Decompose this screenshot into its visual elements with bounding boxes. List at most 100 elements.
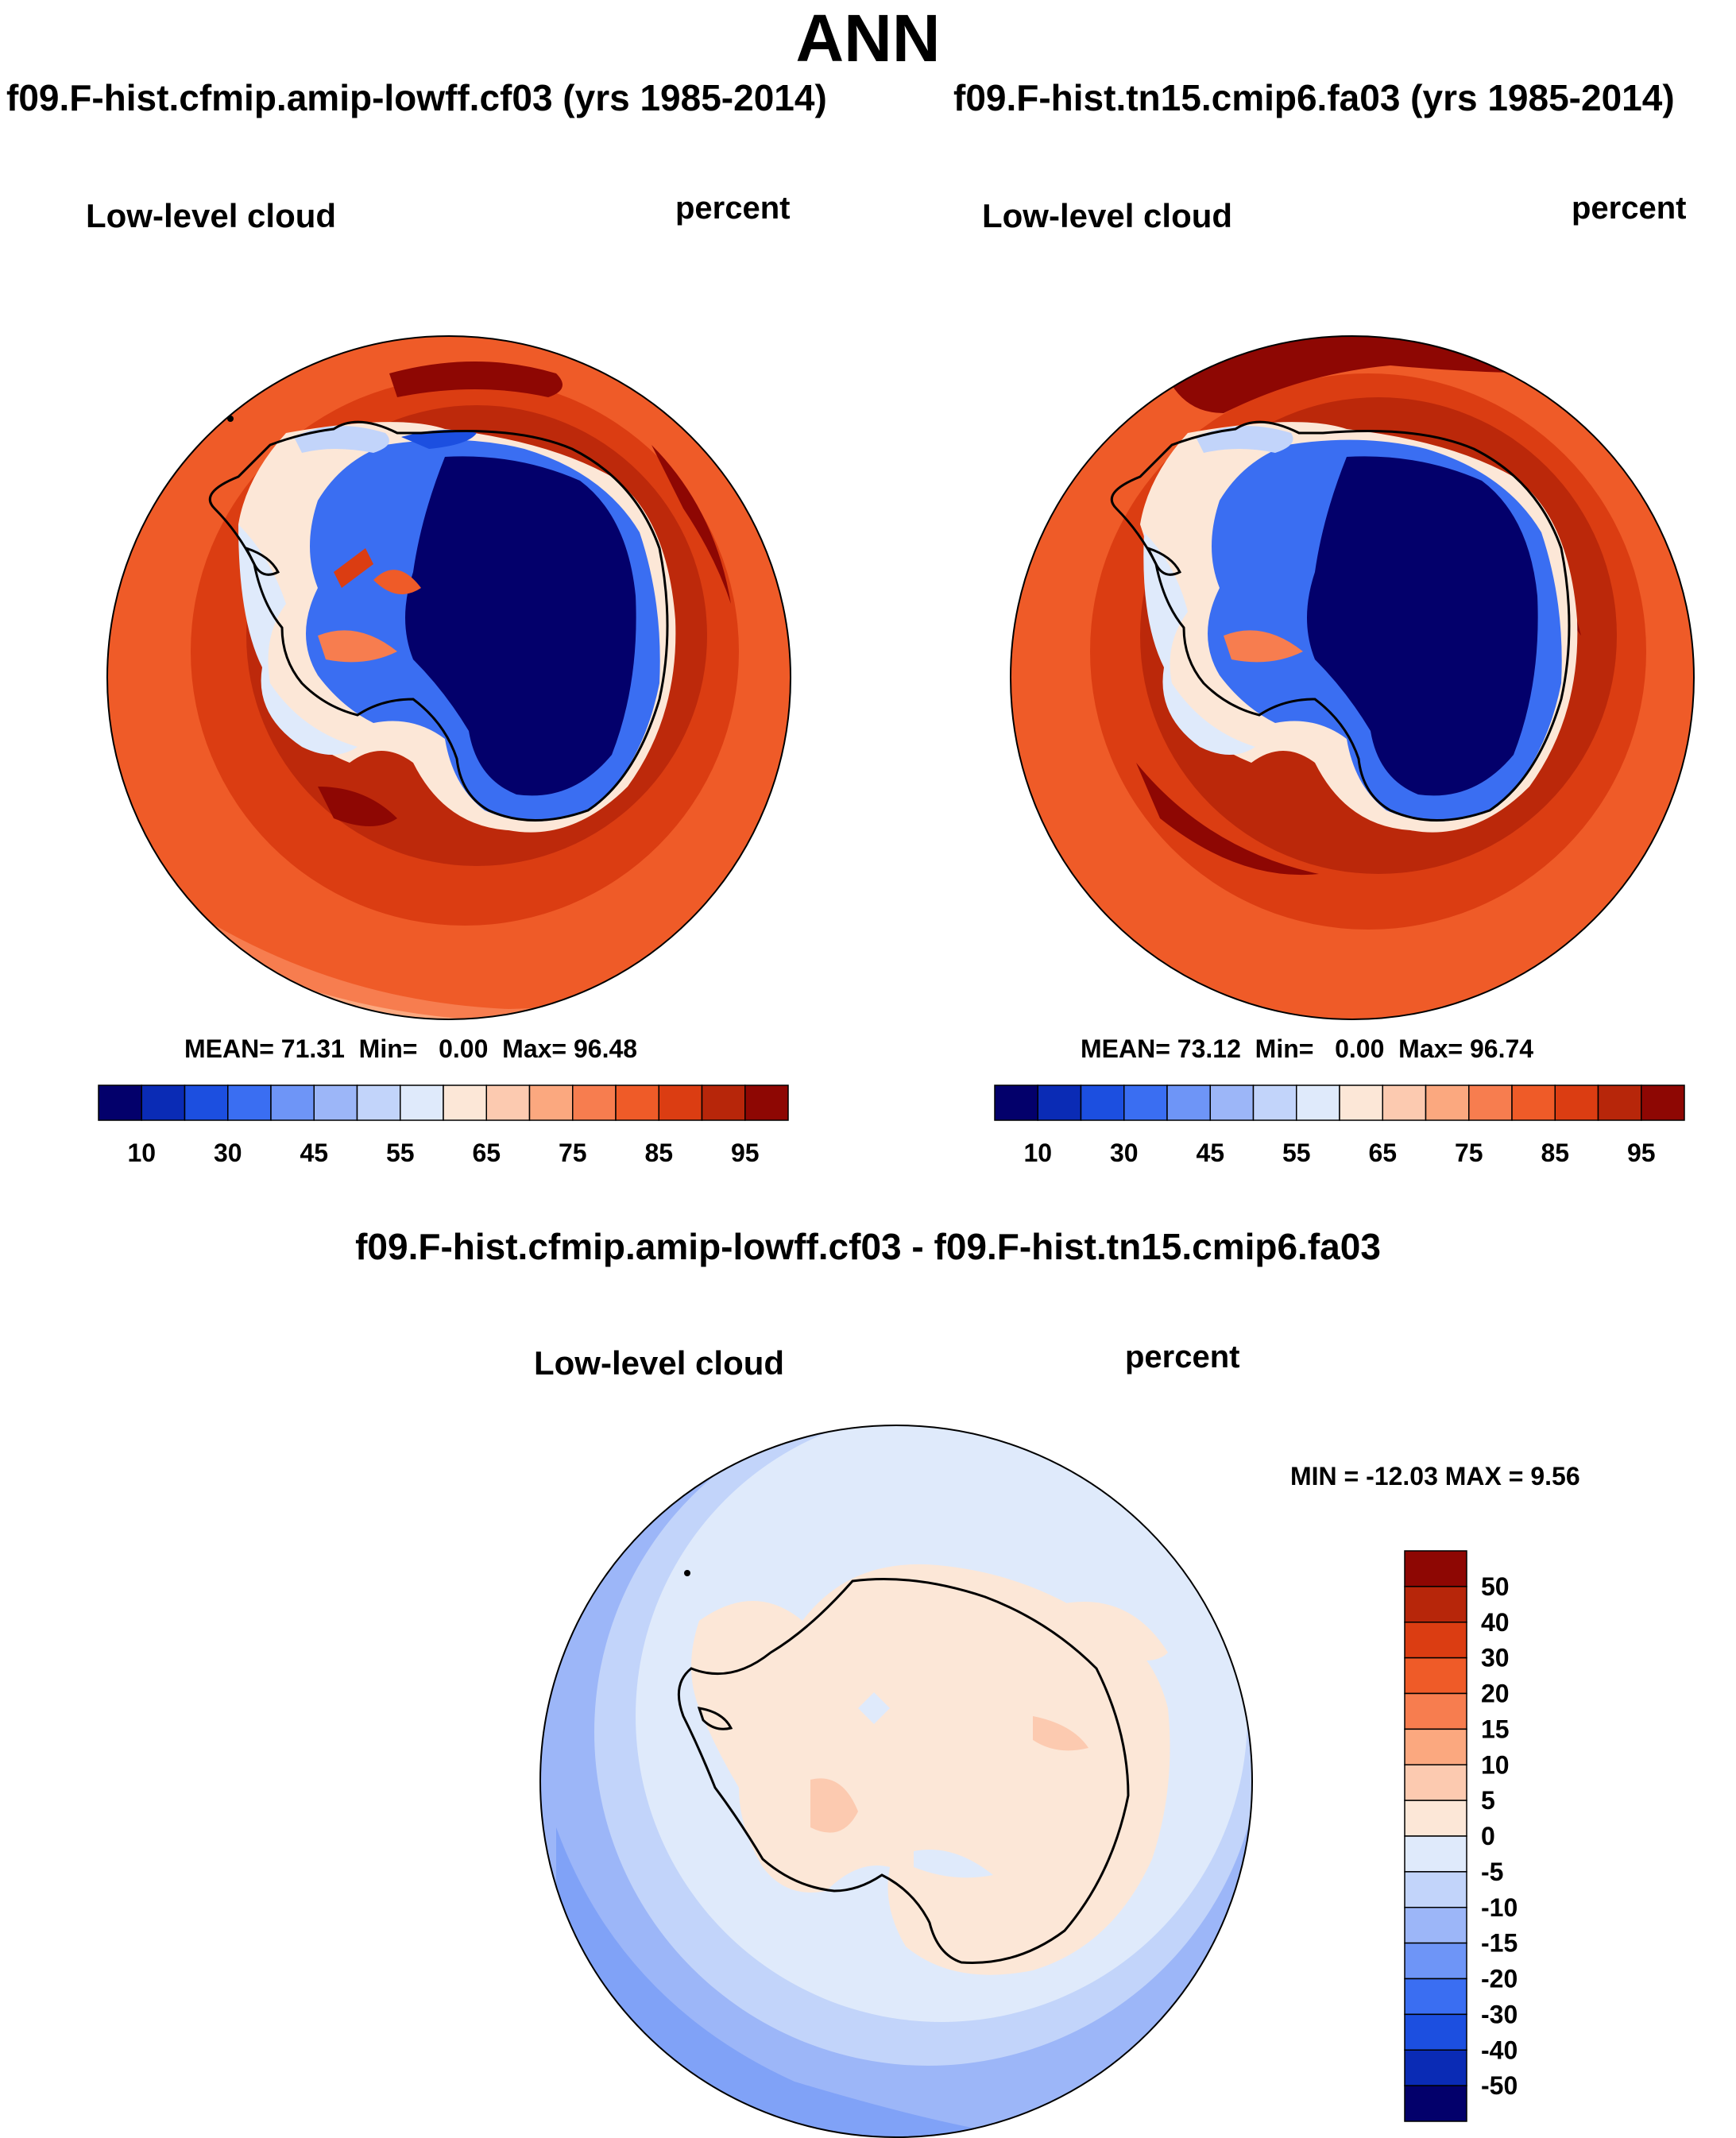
panel-1-field-label: Low-level cloud <box>86 197 337 234</box>
colorbar-swatch <box>1404 1978 1467 2016</box>
colorbar-swatch <box>1296 1084 1340 1121</box>
mean-label: MEAN= <box>1081 1034 1170 1063</box>
colorbar-tick-label: 85 <box>644 1139 673 1167</box>
antarctica-plateau <box>405 456 636 796</box>
colorbar-tick-label: 95 <box>1627 1139 1656 1167</box>
panel-1-units-label: percent <box>675 191 791 226</box>
panel-1-globe-outline <box>106 335 791 1020</box>
antarctica-plateau <box>1307 456 1538 796</box>
diff-globe-outline <box>539 1425 1253 2138</box>
colorbar-tick-label: 30 <box>1481 1644 1510 1672</box>
colorbar-tick-label: 40 <box>1481 1608 1510 1637</box>
colorbar-swatch <box>615 1084 659 1121</box>
max-value: 96.48 <box>574 1034 638 1063</box>
colorbar-swatch <box>1404 1764 1467 1801</box>
colorbar-swatch <box>1641 1084 1685 1121</box>
colorbar-swatch <box>572 1084 617 1121</box>
colorbar-swatch <box>1404 2085 1467 2122</box>
colorbar-swatch <box>227 1084 272 1121</box>
colorbar-swatch <box>1404 1800 1467 1837</box>
colorbar-swatch <box>744 1084 789 1121</box>
colorbar-swatch <box>658 1084 703 1121</box>
min-value: 0.00 <box>439 1034 489 1063</box>
colorbar-swatch <box>1209 1084 1255 1121</box>
colorbar-swatch <box>701 1084 746 1121</box>
colorbar-swatch <box>1425 1084 1470 1121</box>
colorbar-swatch <box>1404 1942 1467 1980</box>
antarctica-coastline <box>1110 420 1571 822</box>
colorbar-tick-label: 55 <box>386 1139 415 1167</box>
max-label: Max= <box>1398 1034 1463 1063</box>
panel-2-map <box>1011 336 1694 1019</box>
diff-minmax: MIN = -12.03 MAX = 9.56 <box>1290 1462 1580 1490</box>
colorbar-tick-label: 30 <box>1110 1139 1139 1167</box>
colorbar-swatch <box>141 1084 186 1121</box>
colorbar-swatch <box>1404 1550 1467 1587</box>
colorbar-tick-label: 75 <box>1455 1139 1483 1167</box>
colorbar-swatch <box>356 1084 401 1121</box>
panel-2-stats: MEAN= 73.12 Min= 0.00 Max= 96.74 <box>1081 1034 1533 1064</box>
colorbar-tick-label: 65 <box>472 1139 501 1167</box>
colorbar-swatch <box>313 1084 358 1121</box>
colorbar-swatch <box>1404 1692 1467 1730</box>
colorbar-tick-label: -5 <box>1481 1858 1503 1886</box>
colorbar-tick-label: 95 <box>731 1139 760 1167</box>
diff-units-label: percent <box>1125 1340 1240 1374</box>
colorbar-tick-label: 75 <box>559 1139 587 1167</box>
colorbar-swatch <box>1252 1084 1297 1121</box>
colorbar-tick-label: 45 <box>300 1139 328 1167</box>
colorbar-tick-label: 45 <box>1196 1139 1224 1167</box>
colorbar-swatch <box>1404 1871 1467 1908</box>
mean-label: MEAN= <box>184 1034 274 1063</box>
colorbar-swatch <box>184 1084 229 1121</box>
mean-value: 71.31 <box>280 1034 345 1063</box>
colorbar-swatch <box>1080 1084 1125 1121</box>
max-label: Max= <box>502 1034 567 1063</box>
colorbar-swatch <box>1468 1084 1513 1121</box>
colorbar-tick-label: 10 <box>1023 1139 1052 1167</box>
colorbar-swatch <box>1404 1586 1467 1623</box>
colorbar-swatch <box>270 1084 315 1121</box>
colorbar-tick-label: -20 <box>1481 1965 1518 1993</box>
panel-2-units-label: percent <box>1572 191 1687 226</box>
colorbar-swatch <box>1339 1084 1383 1121</box>
figure-title: ANN <box>795 1 941 75</box>
colorbar-tick-label: -15 <box>1481 1929 1518 1958</box>
colorbar-tick-label: 20 <box>1481 1680 1510 1708</box>
diff-panel-title: f09.F-hist.cfmip.amip-lowff.cf03 - f09.F… <box>355 1226 1381 1267</box>
mean-value: 73.12 <box>1177 1034 1241 1063</box>
min-label: Min= <box>1255 1034 1314 1063</box>
min-label: Min= <box>358 1034 418 1063</box>
colorbar-tick-label: -10 <box>1481 1893 1518 1922</box>
colorbar-swatch <box>400 1084 444 1121</box>
colorbar-tick-label: 10 <box>1481 1750 1510 1779</box>
colorbar-swatch <box>994 1084 1038 1121</box>
colorbar-swatch <box>1123 1084 1168 1121</box>
colorbar-swatch <box>1404 1622 1467 1659</box>
panel-2-colorbar: 10 30 45 55 65 75 85 95 <box>994 1084 1685 1167</box>
colorbar-swatch <box>1404 2049 1467 2086</box>
colorbar-tick-label: 0 <box>1481 1822 1495 1850</box>
colorbar-tick-label: -50 <box>1481 2071 1518 2100</box>
colorbar-swatch <box>1404 2013 1467 2051</box>
diff-field-label: Low-level cloud <box>534 1344 785 1382</box>
colorbar-swatch <box>1382 1084 1427 1121</box>
panel-1-map <box>107 336 791 1019</box>
antarctica-coastline <box>208 420 669 822</box>
colorbar-swatch <box>1037 1084 1082 1121</box>
colorbar-tick-label: -30 <box>1481 2000 1518 2028</box>
colorbar-tick-label: 65 <box>1368 1139 1397 1167</box>
diff-map <box>540 1425 1252 2137</box>
colorbar-swatch <box>443 1084 487 1121</box>
colorbar-tick-label: 50 <box>1481 1572 1510 1601</box>
colorbar-tick-label: 15 <box>1481 1715 1510 1743</box>
colorbar-swatch <box>98 1084 142 1121</box>
panel-2-field-label: Low-level cloud <box>982 197 1233 234</box>
colorbar-swatch <box>1404 1728 1467 1765</box>
max-value: 96.74 <box>1470 1034 1534 1063</box>
colorbar-tick-label: 55 <box>1282 1139 1311 1167</box>
colorbar-swatch <box>1554 1084 1599 1121</box>
colorbar-tick-label: 5 <box>1481 1786 1495 1815</box>
